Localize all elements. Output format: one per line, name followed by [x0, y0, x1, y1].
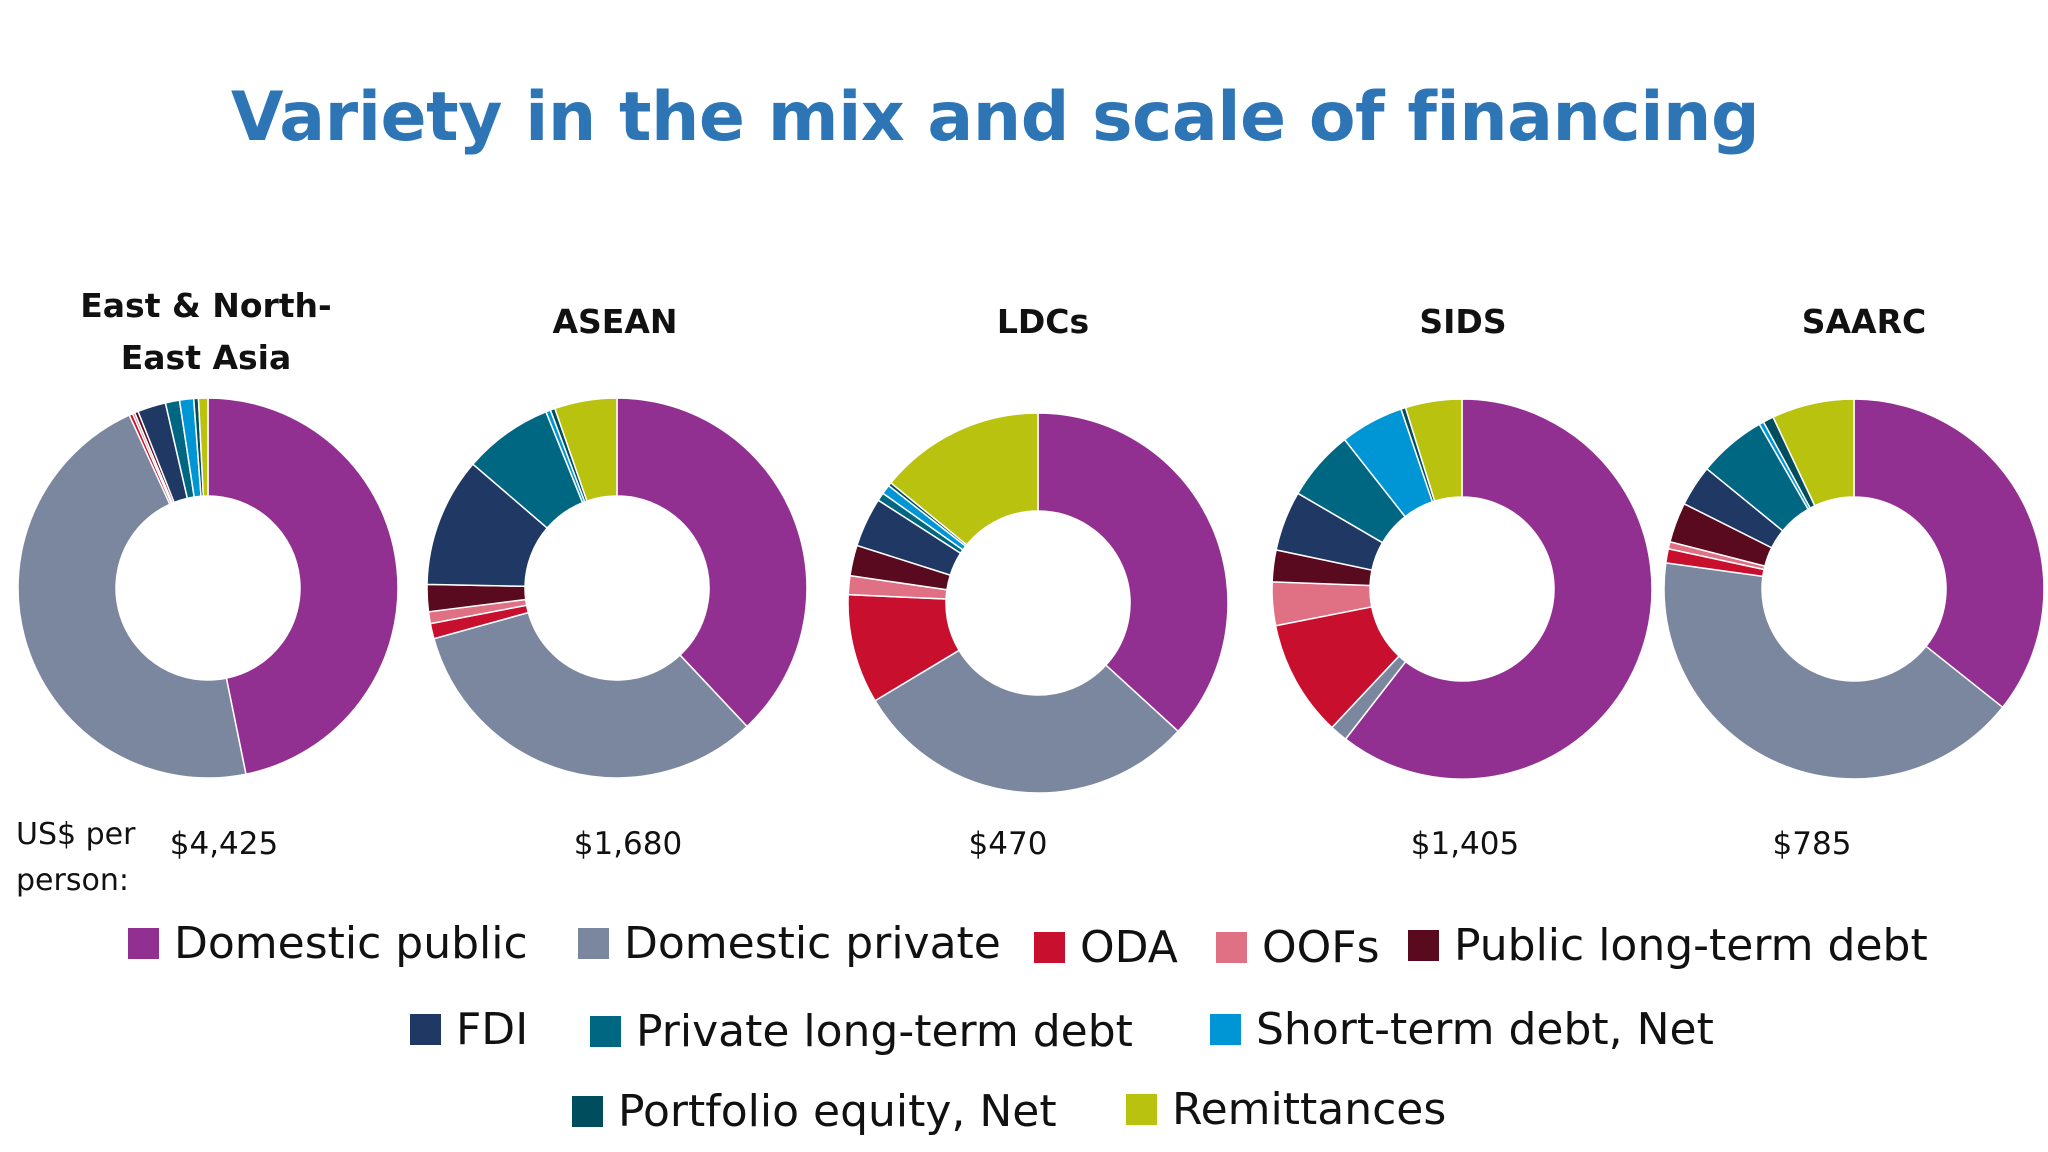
legend-item-public-long-term-debt: Public long-term debt [1408, 920, 1928, 971]
legend-label: Portfolio equity, Net [618, 1086, 1057, 1137]
legend-swatch [1034, 932, 1065, 963]
legend-label: Domestic private [624, 918, 1001, 969]
amount-saarc: $785 [1772, 826, 1852, 862]
donut-asean [426, 397, 808, 779]
legend-label: Public long-term debt [1454, 920, 1928, 971]
amount-east-northeast-asia: $4,425 [169, 826, 279, 862]
legend-swatch [590, 1016, 621, 1047]
legend-item-fdi: FDI [410, 1004, 528, 1055]
legend-item-portfolio-equity: Portfolio equity, Net [572, 1086, 1057, 1137]
slice-domestic-private [874, 649, 1180, 794]
chart-label-saarc: SAARC [1801, 302, 1927, 341]
us-per-person-label: US$ per person: [16, 817, 136, 898]
slice-domestic-private [1663, 561, 2004, 780]
slice-domestic-public [207, 397, 399, 776]
slice-domestic-public [1344, 398, 1653, 780]
donut-sids [1271, 398, 1653, 780]
legend-label: FDI [456, 1004, 529, 1055]
legend-label: ODA [1080, 922, 1178, 973]
legend-label: Domestic public [174, 918, 528, 969]
slice-domestic-public [616, 397, 808, 728]
slice-domestic-private [17, 414, 247, 779]
legend-item-remittances: Remittances [1126, 1084, 1446, 1135]
donut-ldcs [847, 412, 1229, 794]
slice-domestic-public [1853, 398, 2045, 709]
donut-saarc [1663, 398, 2045, 780]
chart-label-asean: ASEAN [552, 302, 678, 341]
legend-swatch [1216, 932, 1247, 963]
legend-swatch [128, 928, 159, 959]
legend-label: Private long-term debt [636, 1006, 1133, 1057]
slice-domestic-private [432, 611, 749, 779]
chart-label-sids: SIDS [1419, 302, 1507, 341]
slice-remittances [889, 412, 1039, 546]
slice-domestic-public [1037, 412, 1229, 733]
legend-swatch [1408, 930, 1439, 961]
slide-title: Variety in the mix and scale of financin… [230, 78, 1760, 157]
legend-label: Remittances [1172, 1084, 1447, 1135]
donut-east-north-east-asia [17, 397, 399, 779]
legend-swatch [578, 928, 609, 959]
amount-sids: $1,405 [1410, 826, 1520, 862]
legend-label: Short-term debt, Net [1256, 1004, 1714, 1055]
slice-remittances [553, 397, 618, 503]
legend-swatch [1126, 1094, 1157, 1125]
amount-asean: $1,680 [573, 826, 683, 862]
legend-swatch [1210, 1014, 1241, 1045]
legend-item-short-term-debt: Short-term debt, Net [1210, 1004, 1714, 1055]
donut-charts [17, 397, 2045, 794]
slice-remittances [197, 397, 209, 497]
chart-label-ldcs: LDCs [996, 302, 1090, 341]
slice-remittances [1404, 398, 1463, 503]
legend-swatch [572, 1096, 603, 1127]
chart-label-east-northeast-asia: East & North- East Asia [80, 286, 332, 377]
legend-item-oofs: OOFs [1216, 922, 1380, 973]
legend-label: OOFs [1262, 922, 1380, 973]
slice-remittances [1772, 398, 1855, 507]
legend-swatch [410, 1014, 441, 1045]
amount-ldcs: $470 [968, 826, 1048, 862]
legend-item-domestic-public: Domestic public [128, 918, 528, 969]
legend-item-oda: ODA [1034, 922, 1178, 973]
legend-item-domestic-private: Domestic private [578, 918, 1001, 969]
legend-item-private-long-term-debt: Private long-term debt [590, 1006, 1133, 1057]
